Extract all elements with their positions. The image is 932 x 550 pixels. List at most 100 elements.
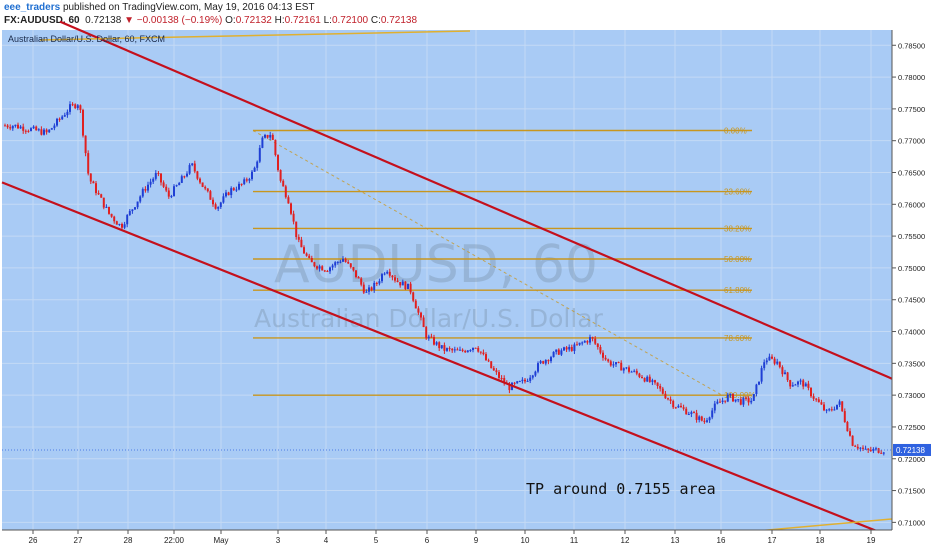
- candle-body: [40, 129, 43, 135]
- candle-body: [292, 213, 295, 222]
- candle-body: [191, 163, 194, 166]
- candle-body: [219, 202, 222, 207]
- price-tick-label: 0.71500: [898, 487, 925, 496]
- channel-lower-line: [1, 181, 893, 539]
- candle-body: [212, 199, 214, 205]
- candle-body: [27, 130, 30, 132]
- candle-body: [256, 161, 259, 168]
- candle-body: [188, 165, 191, 174]
- candle-body: [48, 129, 51, 133]
- candle-body: [492, 368, 495, 371]
- candle-body: [305, 253, 308, 256]
- candle-body: [61, 116, 64, 120]
- candle-body: [474, 347, 477, 349]
- candle-body: [266, 134, 269, 138]
- candle-body: [797, 381, 799, 385]
- published-text: published on TradingView.com, May 19, 20…: [62, 2, 315, 13]
- candle-body: [495, 370, 498, 373]
- candle-body: [479, 351, 482, 353]
- candle-body: [162, 182, 165, 187]
- price-tick-label: 0.77000: [898, 137, 925, 146]
- candle-body: [427, 336, 430, 339]
- low-label: L:: [323, 15, 332, 26]
- candle-body: [781, 367, 784, 375]
- price-tick-label: 0.73500: [898, 359, 925, 368]
- candle-body: [420, 312, 422, 318]
- candle-body: [355, 270, 357, 277]
- candle-body: [186, 173, 188, 177]
- candle-body: [157, 173, 160, 175]
- low-value: 0.72100: [331, 15, 369, 26]
- candle-body: [113, 216, 116, 222]
- candle-body: [565, 347, 568, 350]
- candle-body: [518, 381, 521, 383]
- candle-body: [269, 134, 272, 138]
- last-price: 0.72138: [85, 15, 122, 26]
- candle-body: [253, 167, 256, 172]
- candle-body: [378, 281, 381, 284]
- chart-title: Australian Dollar/U.S. Dollar, 60, FXCM: [8, 34, 166, 44]
- candle-body: [258, 147, 261, 162]
- candle-body: [388, 271, 391, 276]
- time-axis-background: [0, 530, 932, 550]
- candle-body: [115, 221, 118, 225]
- candle-body: [295, 221, 298, 237]
- candle-body: [310, 258, 313, 263]
- high-value: 0.72161: [284, 15, 321, 26]
- candle-body: [591, 337, 594, 339]
- candle-body: [430, 336, 433, 338]
- candle-body: [401, 281, 404, 286]
- candle-body: [14, 124, 17, 127]
- candles: [4, 101, 885, 456]
- fib-level-label: 38.20%: [724, 224, 751, 233]
- symbol-label: FX:AUDUSD, 60: [4, 15, 80, 26]
- candle-body: [721, 400, 724, 403]
- candle-body: [810, 387, 812, 397]
- candle-body: [859, 447, 862, 449]
- candle-body: [334, 262, 337, 266]
- price-tick-label: 0.75000: [898, 264, 925, 273]
- candle-body: [326, 271, 329, 273]
- candle-body: [776, 361, 779, 364]
- candle-body: [274, 139, 277, 155]
- time-tick-label: 17: [768, 536, 777, 545]
- candle-body: [152, 178, 155, 182]
- time-tick-label: 26: [29, 536, 38, 545]
- candle-body: [69, 104, 71, 112]
- candle-body: [732, 394, 734, 402]
- candle-body: [734, 399, 737, 402]
- candle-body: [375, 282, 378, 284]
- candle-body: [799, 380, 802, 382]
- candle-body: [440, 345, 443, 349]
- candle-body: [63, 115, 66, 117]
- candle-body: [482, 352, 485, 355]
- candle-body: [43, 129, 45, 135]
- candle-body: [836, 404, 838, 410]
- candle-body: [687, 414, 690, 416]
- candle-body: [615, 362, 617, 365]
- candle-body: [349, 263, 352, 268]
- time-tick-label: 19: [867, 536, 876, 545]
- candle-body: [485, 354, 487, 361]
- author-link[interactable]: eee_traders: [4, 2, 61, 13]
- candle-body: [773, 358, 776, 364]
- candle-body: [630, 371, 633, 373]
- candle-body: [290, 203, 292, 214]
- time-tick-label: 9: [474, 536, 479, 545]
- current-price-label: 0.72138: [896, 446, 925, 455]
- candle-body: [719, 401, 721, 403]
- candle-body: [100, 194, 103, 198]
- candle-body: [539, 361, 542, 364]
- candle-body: [685, 408, 688, 415]
- candle-body: [464, 350, 467, 353]
- candle-body: [516, 381, 519, 384]
- candle-body: [544, 360, 547, 364]
- candle-body: [760, 368, 763, 382]
- quote-line: FX:AUDUSD, 60 0.72138 ▼ −0.00138 (−0.19%…: [4, 15, 417, 26]
- candle-body: [284, 186, 287, 198]
- candle-body: [11, 126, 14, 129]
- candle-body: [742, 397, 745, 405]
- candle-body: [66, 111, 69, 116]
- candle-body: [209, 191, 212, 200]
